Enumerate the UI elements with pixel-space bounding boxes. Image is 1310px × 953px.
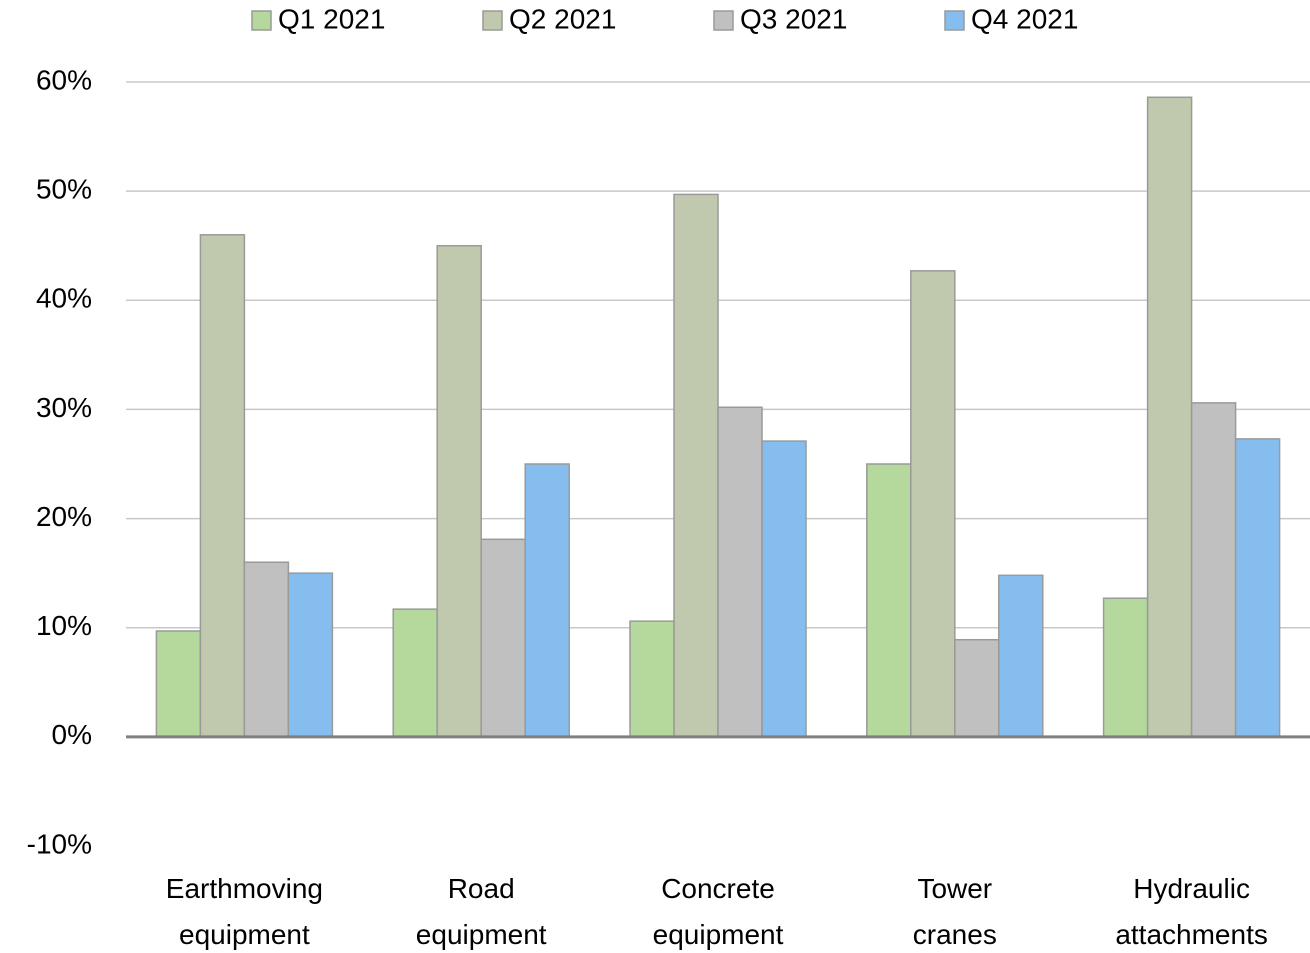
bar xyxy=(243,561,290,738)
legend-swatch xyxy=(482,10,503,31)
bar xyxy=(524,463,570,738)
bar xyxy=(761,440,807,738)
legend-label: Q3 2021 xyxy=(740,3,847,34)
y-tick-label: 40% xyxy=(36,283,92,314)
bar xyxy=(287,572,334,738)
bar xyxy=(954,638,1000,738)
bar xyxy=(1190,402,1237,738)
legend-swatch xyxy=(251,10,272,31)
bar xyxy=(910,270,956,738)
bar xyxy=(866,463,912,738)
legend-swatch xyxy=(944,10,965,31)
bar xyxy=(480,538,526,738)
y-tick-label: 10% xyxy=(36,610,92,641)
bar xyxy=(436,244,482,738)
y-tick-label: 20% xyxy=(36,501,92,532)
y-tick-label: 60% xyxy=(36,64,92,95)
bar xyxy=(1102,597,1149,738)
bar xyxy=(717,406,763,738)
y-tick-label: 50% xyxy=(36,174,92,205)
bar xyxy=(199,234,246,738)
x-tick-label: Tower cranes xyxy=(912,873,997,950)
bar xyxy=(629,620,675,738)
x-tick-label: Earthmoving equipment xyxy=(165,873,323,950)
bar xyxy=(155,630,202,738)
bar xyxy=(673,193,719,738)
x-tick-label: Concrete equipment xyxy=(652,873,784,950)
legend-label: Q1 2021 xyxy=(278,3,385,34)
legend-label: Q4 2021 xyxy=(971,3,1078,34)
legend-label: Q2 2021 xyxy=(509,3,616,34)
bar xyxy=(392,608,438,738)
bar xyxy=(1234,438,1281,738)
x-tick-label: Road equipment xyxy=(415,873,547,950)
y-tick-label: 0% xyxy=(52,719,92,750)
y-tick-label: 30% xyxy=(36,392,92,423)
bar xyxy=(1146,96,1193,738)
bar xyxy=(998,574,1044,738)
legend-swatch xyxy=(713,10,734,31)
y-tick-label: -10% xyxy=(27,828,92,859)
x-tick-label: Hydraulic attachments xyxy=(1115,873,1268,950)
